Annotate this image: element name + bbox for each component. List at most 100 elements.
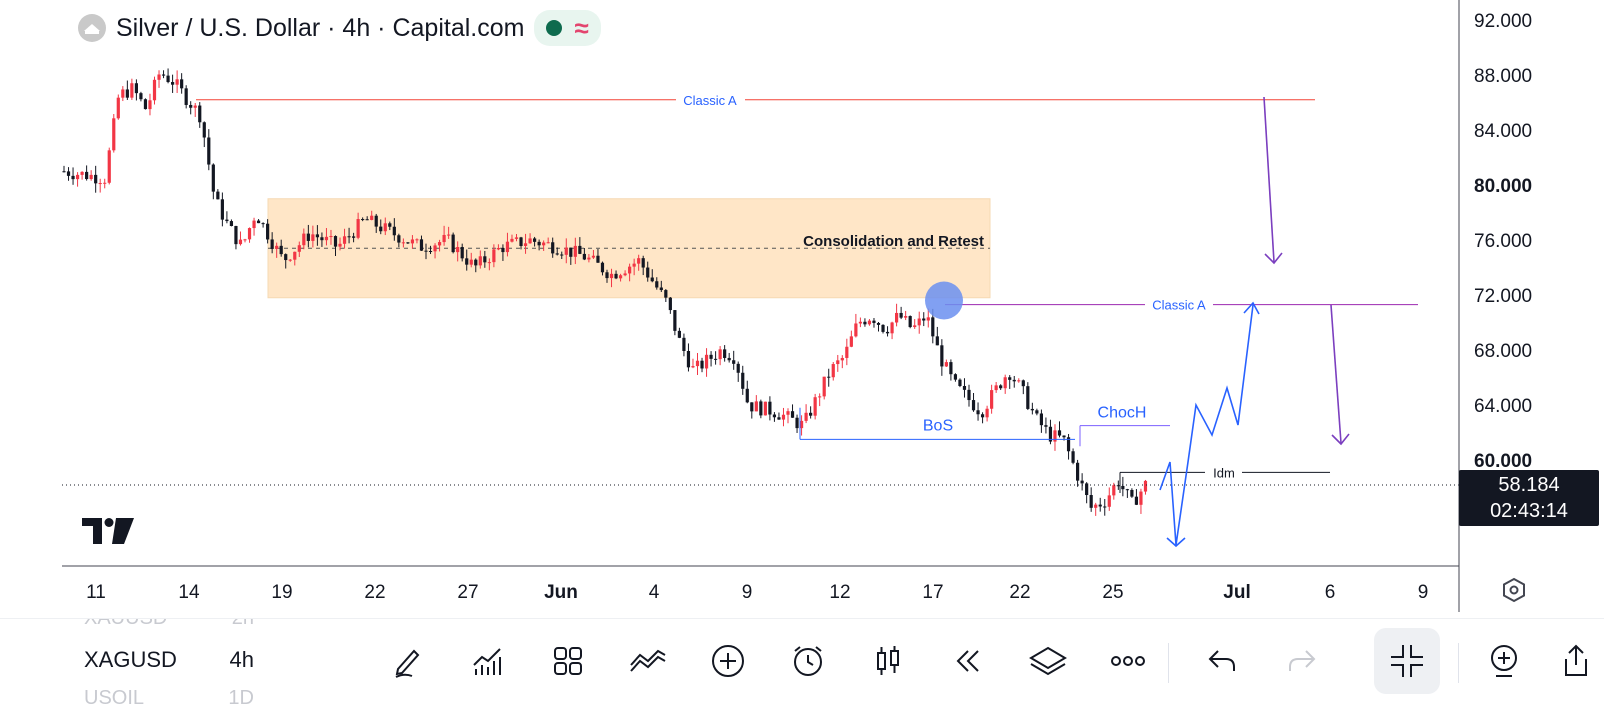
- undo-icon: [1208, 650, 1235, 671]
- drawing-anchor-handle[interactable]: [925, 281, 963, 320]
- candle-body: [940, 345, 944, 367]
- replay-button[interactable]: [944, 637, 992, 685]
- symbol-name: XAGUSD: [84, 647, 177, 672]
- redo-icon: [1289, 650, 1316, 671]
- target-arrow-1[interactable]: [1263, 96, 1275, 263]
- candle-body: [768, 401, 772, 415]
- candle-body: [247, 228, 252, 240]
- candle-body: [519, 237, 523, 246]
- time-tick-label: 9: [1418, 582, 1429, 603]
- candle-body: [293, 251, 297, 260]
- candle-body: [795, 417, 799, 429]
- layout-grid-button[interactable]: [544, 637, 592, 685]
- candle-body: [1066, 437, 1071, 452]
- candle-body: [306, 233, 310, 241]
- candle-body: [949, 362, 953, 375]
- candle-body: [1003, 377, 1007, 389]
- candle-body: [442, 234, 446, 243]
- collapse-button[interactable]: [1374, 628, 1440, 694]
- chart-title[interactable]: Silver / U.S. Dollar · 4h · Capital.com: [116, 13, 525, 42]
- candle-body: [804, 412, 808, 421]
- undo-button[interactable]: [1198, 637, 1246, 685]
- time-tick-label: 25: [1102, 582, 1123, 603]
- candle-body: [745, 388, 749, 403]
- candle-body: [103, 182, 107, 184]
- candle-body: [591, 255, 596, 258]
- candle-body: [741, 372, 745, 389]
- candle-body: [1130, 489, 1134, 497]
- candle-body: [1121, 485, 1125, 490]
- candle-body: [112, 118, 116, 151]
- candle-body: [777, 417, 781, 420]
- add-button[interactable]: [704, 637, 752, 685]
- more-button[interactable]: [1104, 637, 1152, 685]
- candle-body: [885, 331, 890, 334]
- indicators-button[interactable]: [464, 637, 512, 685]
- candle-body: [1017, 380, 1021, 382]
- redo-button[interactable]: [1278, 637, 1326, 685]
- candle-body: [587, 257, 591, 260]
- candle-body: [238, 239, 243, 245]
- candle-body: [763, 401, 767, 416]
- candle-body: [347, 236, 351, 238]
- candle-body: [772, 414, 777, 418]
- symbol-row-usoil[interactable]: USOIL 1D: [84, 687, 274, 710]
- candle-body: [125, 89, 129, 98]
- indicators-icon: [473, 648, 501, 675]
- candle-body: [533, 238, 537, 242]
- candle-body: [424, 250, 428, 252]
- candle-body: [863, 321, 867, 325]
- candle-body: [1039, 413, 1043, 426]
- projection-arrow-head: [1166, 537, 1186, 548]
- chart-header: Silver / U.S. Dollar · 4h · Capital.com …: [78, 10, 601, 46]
- price-tick-label: 84.000: [1474, 121, 1532, 142]
- candle-body: [157, 74, 161, 80]
- candle-body: [433, 245, 437, 252]
- candle-body: [953, 374, 958, 380]
- candle-body: [302, 233, 306, 246]
- target-arrow-head: [1331, 433, 1350, 446]
- time-tick-label: 12: [829, 582, 850, 603]
- candle-body: [600, 262, 605, 273]
- candle-body: [895, 312, 899, 323]
- candle-body: [537, 241, 541, 246]
- candle-body: [809, 412, 813, 416]
- candle-body: [904, 316, 908, 318]
- candle-body: [926, 317, 930, 321]
- candle-body: [1062, 435, 1066, 438]
- status-pill[interactable]: ≈: [534, 10, 601, 46]
- layers-button[interactable]: [1024, 637, 1072, 685]
- candle-body: [492, 249, 496, 263]
- candle-body: [1094, 504, 1098, 508]
- symbol-row-xagusd[interactable]: XAGUSD 4h: [84, 647, 274, 673]
- candles-button[interactable]: [864, 637, 912, 685]
- share-button[interactable]: [1552, 637, 1600, 685]
- add-compare-button[interactable]: [1480, 637, 1528, 685]
- candle-body: [379, 226, 383, 232]
- chart-settings-icon[interactable]: [1500, 576, 1528, 604]
- candle-body: [437, 242, 442, 246]
- candle-body: [1116, 485, 1120, 487]
- candle-body: [867, 320, 872, 325]
- symbol-row-xauusd[interactable]: XAUUSD 2h: [84, 619, 274, 630]
- candle-body: [171, 82, 175, 85]
- chart-type-button[interactable]: [624, 637, 672, 685]
- candle-body: [1026, 386, 1030, 409]
- candle-body: [202, 122, 206, 138]
- candle-body: [542, 242, 546, 246]
- candle-body: [578, 245, 582, 254]
- candle-body: [1057, 430, 1062, 436]
- projection-path[interactable]: [1159, 304, 1254, 546]
- candle-body: [415, 239, 419, 241]
- candle-body: [980, 414, 985, 418]
- symbol-list[interactable]: XAUUSD 2h XAGUSD 4h USOIL 1D: [80, 619, 280, 719]
- silver-coin-icon: [78, 14, 106, 42]
- alert-button[interactable]: [784, 637, 832, 685]
- symbol-interval: 4h: [229, 647, 254, 672]
- draw-pencil-button[interactable]: [384, 637, 432, 685]
- target-arrow-2[interactable]: [1330, 304, 1342, 444]
- candle-body: [148, 100, 152, 110]
- candle-body: [759, 401, 763, 416]
- candle-body: [695, 360, 700, 367]
